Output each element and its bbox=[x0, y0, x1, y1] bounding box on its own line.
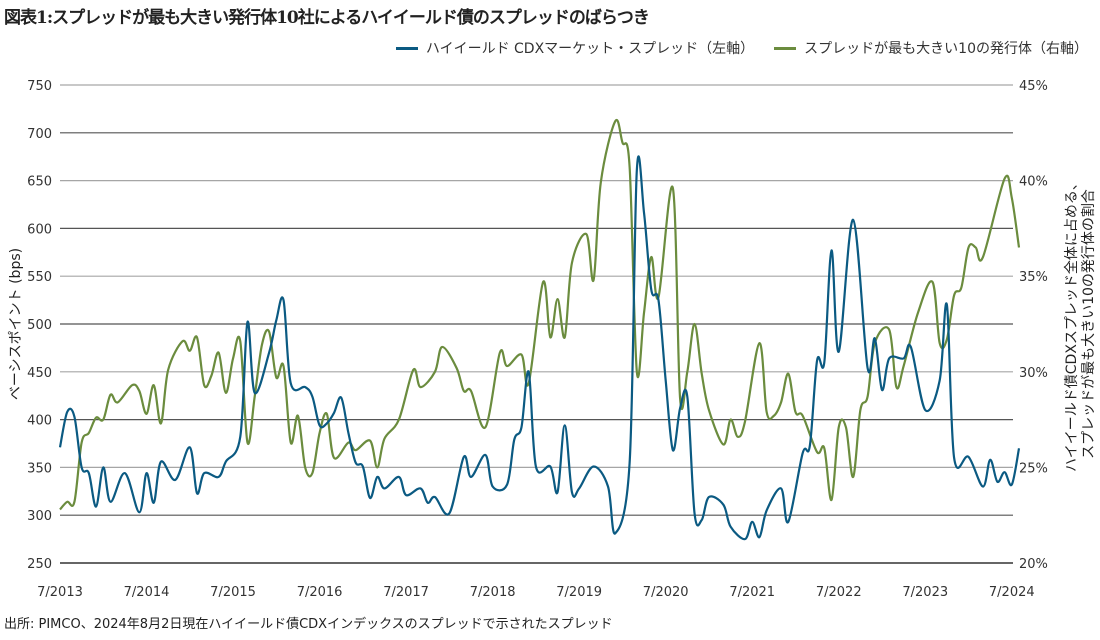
source-note: 出所: PIMCO、2024年8月2日現在ハイイールド債CDXインデックスのスプ… bbox=[4, 617, 613, 632]
y2-tick-label: 45% bbox=[1019, 79, 1048, 94]
y2-tick-label: 40% bbox=[1019, 175, 1048, 190]
x-tick-label: 7/2021 bbox=[729, 585, 775, 600]
legend-swatch-green bbox=[774, 46, 797, 50]
y-tick-label: 500 bbox=[27, 318, 52, 333]
y-tick-label: 300 bbox=[27, 509, 52, 524]
y2-tick-label: 25% bbox=[1019, 461, 1048, 476]
y2-tick-label: 30% bbox=[1019, 366, 1048, 381]
x-tick-label: 7/2019 bbox=[556, 585, 602, 600]
legend-item-top10: スプレッドが最も大きい10の発行体（右軸） bbox=[774, 38, 1088, 58]
y2-axis-title-line1: ハイイールド債CDXスプレッド全体に占める、 bbox=[1063, 176, 1080, 472]
x-tick-label: 7/2024 bbox=[989, 585, 1035, 600]
x-tick-label: 7/2014 bbox=[124, 585, 170, 600]
y-tick-label: 550 bbox=[27, 270, 52, 285]
y2-axis-title-line2: スプレッドが最も大きい10の発行体の割合 bbox=[1080, 189, 1097, 459]
y2-tick-label: 35% bbox=[1019, 270, 1048, 285]
legend: ハイイールド CDXマーケット・スプレッド（左軸） スプレッドが最も大きい10の… bbox=[395, 38, 1088, 58]
legend-item-cdx-spread: ハイイールド CDXマーケット・スプレッド（左軸） bbox=[395, 38, 755, 58]
y-tick-label: 700 bbox=[27, 127, 52, 142]
y-tick-label: 650 bbox=[27, 175, 52, 190]
y2-tick-label: 20% bbox=[1019, 557, 1048, 572]
x-tick-label: 7/2018 bbox=[470, 585, 516, 600]
series-line-cdx-spread bbox=[58, 155, 1021, 541]
legend-label: スプレッドが最も大きい10の発行体（右軸） bbox=[804, 41, 1088, 57]
x-tick-label: 7/2022 bbox=[816, 585, 862, 600]
x-tick-label: 7/2020 bbox=[643, 585, 689, 600]
x-tick-label: 7/2023 bbox=[902, 585, 948, 600]
y-tick-label: 400 bbox=[27, 414, 52, 429]
y-tick-label: 350 bbox=[27, 461, 52, 476]
y-tick-label: 450 bbox=[27, 366, 52, 381]
series-line-top10-share bbox=[59, 118, 1021, 511]
y-tick-label: 600 bbox=[27, 222, 52, 237]
y-axis-title: ベーシスポイント (bps) bbox=[8, 248, 24, 400]
legend-label: ハイイールド CDXマーケット・スプレッド（左軸） bbox=[425, 41, 755, 57]
legend-swatch-blue bbox=[395, 46, 418, 50]
x-tick-label: 7/2013 bbox=[37, 585, 83, 600]
y-tick-label: 750 bbox=[27, 79, 52, 94]
chart-title: 図表1:スプレッドが最も大きい発行体10社によるハイイールド債のスプレッドのばら… bbox=[4, 8, 650, 28]
x-tick-label: 7/2015 bbox=[210, 585, 256, 600]
x-tick-label: 7/2017 bbox=[383, 585, 429, 600]
x-tick-label: 7/2016 bbox=[297, 585, 343, 600]
y-tick-label: 250 bbox=[27, 557, 52, 572]
